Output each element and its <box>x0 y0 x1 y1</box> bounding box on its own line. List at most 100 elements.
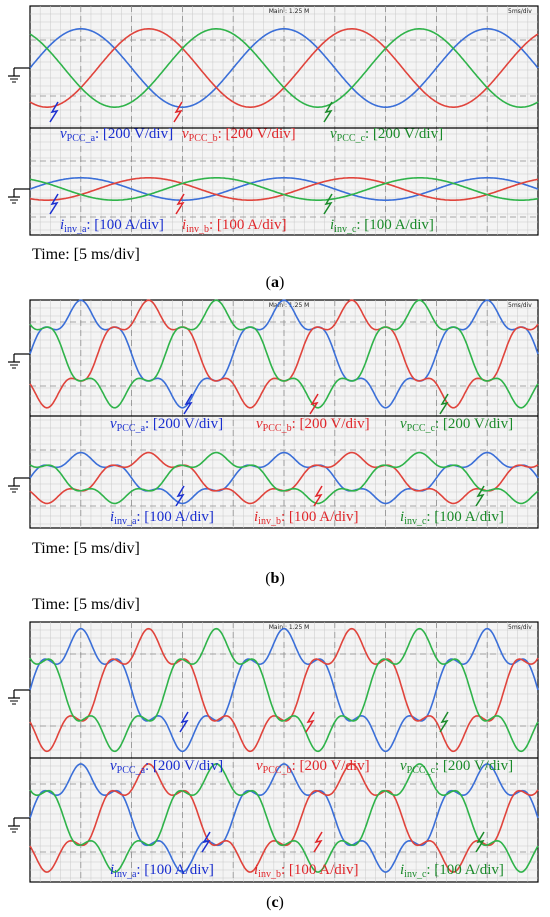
voltage-label-a-0-symbol: v <box>60 126 67 142</box>
pointer-arrow-icon <box>201 831 211 853</box>
voltage-label-a-1-symbol: v <box>182 126 189 142</box>
voltage-label-a-2-subscript: PCC_c <box>337 133 366 144</box>
current-label-b-2-scale: : [100 A/div] <box>426 509 504 525</box>
ground-marker-icon <box>8 353 30 369</box>
current-label-a-0-symbol: i <box>60 217 64 233</box>
current-label-b-1-subscript: inv_b <box>258 516 281 527</box>
current-label-c-0-symbol: i <box>110 862 114 878</box>
pointer-arrow-icon <box>173 101 183 123</box>
current-label-b-1-symbol: i <box>254 509 258 525</box>
voltage-label-c-1-subscript: PCC_b <box>263 765 292 776</box>
current-label-b-2-symbol: i <box>400 509 404 525</box>
current-label-c-2-scale: : [100 A/div] <box>426 862 504 878</box>
voltage-label-c-2: vPCC_c: [200 V/div] <box>400 758 513 776</box>
voltage-label-a-0: vPCC_a: [200 V/div] <box>60 126 173 144</box>
series-iinv-c-b <box>29 451 539 505</box>
scope-header-scale: 5ms/div <box>508 624 532 631</box>
voltage-label-b-1-subscript: PCC_b <box>263 423 292 434</box>
figure-panel-a: Main : 1.25 M 5ms/div vPCC_a: [200 V/div] v… <box>0 0 550 296</box>
voltage-label-c-0-scale: : [200 V/div] <box>145 758 223 774</box>
voltage-label-b-1-scale: : [200 V/div] <box>292 416 370 432</box>
current-label-c-2-subscript: inv_c <box>404 869 427 880</box>
caption-a: (a) <box>265 274 285 291</box>
pointer-arrow-icon <box>175 485 185 507</box>
current-label-b-0-symbol: i <box>110 509 114 525</box>
current-label-a-0: iinv_a: [100 A/div] <box>60 217 164 235</box>
scope-header-scale: 5ms/div <box>508 302 532 309</box>
current-label-a-2: iinv_c: [100 A/div] <box>330 217 434 235</box>
pointer-arrow-icon <box>179 711 189 733</box>
pointer-arrow-icon <box>323 101 333 123</box>
voltage-label-a-0-scale: : [200 V/div] <box>95 126 173 142</box>
scope-header-timebase: Main : 1.25 M <box>269 302 310 309</box>
caption-b: (b) <box>265 570 285 587</box>
current-label-a-0-subscript: inv_a <box>64 224 87 235</box>
current-label-c-0-scale: : [100 A/div] <box>136 862 214 878</box>
voltage-label-a-1: vPCC_b: [200 V/div] <box>182 126 296 144</box>
voltage-label-a-2: vPCC_c: [200 V/div] <box>330 126 443 144</box>
pointer-arrow-icon <box>323 193 333 215</box>
current-label-b-1-scale: : [100 A/div] <box>281 509 359 525</box>
current-label-a-2-symbol: i <box>330 217 334 233</box>
voltage-label-c-2-scale: : [200 V/div] <box>435 758 513 774</box>
current-label-a-1-scale: : [100 A/div] <box>209 217 287 233</box>
pointer-arrow-icon <box>175 193 185 215</box>
current-label-c-2-symbol: i <box>400 862 404 878</box>
current-label-c-0: iinv_a: [100 A/div] <box>110 862 214 880</box>
current-label-b-2-subscript: inv_c <box>404 516 427 527</box>
voltage-label-b-0-subscript: PCC_a <box>117 423 146 434</box>
voltage-label-c-0-symbol: v <box>110 758 117 774</box>
scope-header-timebase: Main : 1.25 M <box>269 8 310 15</box>
voltage-label-a-1-subscript: PCC_b <box>189 133 218 144</box>
caption-letter-b: b <box>270 570 280 587</box>
pointer-arrow-icon <box>183 393 193 415</box>
scope-header-scale: 5ms/div <box>508 8 532 15</box>
caption-letter-c: c <box>271 894 279 911</box>
pointer-arrow-icon <box>475 485 485 507</box>
current-label-b-0-subscript: inv_a <box>114 516 137 527</box>
current-label-b-0: iinv_a: [100 A/div] <box>110 509 214 527</box>
voltage-label-c-0: vPCC_a: [200 V/div] <box>110 758 223 776</box>
voltage-label-b-0-scale: : [200 V/div] <box>145 416 223 432</box>
pointer-arrow-icon <box>313 831 323 853</box>
voltage-label-c-1-symbol: v <box>256 758 263 774</box>
ground-marker-icon <box>8 689 30 705</box>
pointer-arrow-icon <box>313 485 323 507</box>
current-label-b-1: iinv_b: [100 A/div] <box>254 509 358 527</box>
current-label-a-2-scale: : [100 A/div] <box>356 217 434 233</box>
time-label-b: Time: [5 ms/div] <box>32 540 140 557</box>
current-label-b-2: iinv_c: [100 A/div] <box>400 509 504 527</box>
voltage-label-b-2-scale: : [200 V/div] <box>435 416 513 432</box>
current-label-a-1-subscript: inv_b <box>186 224 209 235</box>
voltage-label-b-0-symbol: v <box>110 416 117 432</box>
current-label-c-0-subscript: inv_a <box>114 869 137 880</box>
voltage-label-a-0-subscript: PCC_a <box>67 133 96 144</box>
voltage-label-c-2-subscript: PCC_c <box>407 765 436 776</box>
voltage-label-c-0-subscript: PCC_a <box>117 765 146 776</box>
voltage-label-c-2-symbol: v <box>400 758 407 774</box>
time-label-c: Time: [5 ms/div] <box>32 596 140 613</box>
pointer-arrow-icon <box>439 393 449 415</box>
pointer-arrow-icon <box>439 711 449 733</box>
series-vpcc-c-c <box>29 627 539 753</box>
current-label-c-1-symbol: i <box>254 862 258 878</box>
current-label-a-1: iinv_b: [100 A/div] <box>182 217 286 235</box>
figure-panel-c: Time: [5 ms/div] Main : 1.25 M 5ms/div vPC… <box>0 596 550 917</box>
current-label-c-1-scale: : [100 A/div] <box>281 862 359 878</box>
voltage-label-a-2-symbol: v <box>330 126 337 142</box>
figure-panel-b: Main : 1.25 M 5ms/div vPCC_a: [200 V/div] v… <box>0 296 550 596</box>
series-iinv-c-a <box>29 177 539 201</box>
current-label-c-1-subscript: inv_b <box>258 869 281 880</box>
voltage-label-b-0: vPCC_a: [200 V/div] <box>110 416 223 434</box>
caption-c: (c) <box>266 894 284 911</box>
series-vpcc-c-b <box>29 299 539 409</box>
voltage-label-a-2-scale: : [200 V/div] <box>365 126 443 142</box>
pointer-arrow-icon <box>49 101 59 123</box>
voltage-label-b-2-symbol: v <box>400 416 407 432</box>
series-vpcc-c-a <box>29 28 539 108</box>
current-label-a-2-subscript: inv_c <box>334 224 357 235</box>
pointer-arrow-icon <box>475 831 485 853</box>
pointer-arrow-icon <box>49 193 59 215</box>
current-label-a-0-scale: : [100 A/div] <box>86 217 164 233</box>
